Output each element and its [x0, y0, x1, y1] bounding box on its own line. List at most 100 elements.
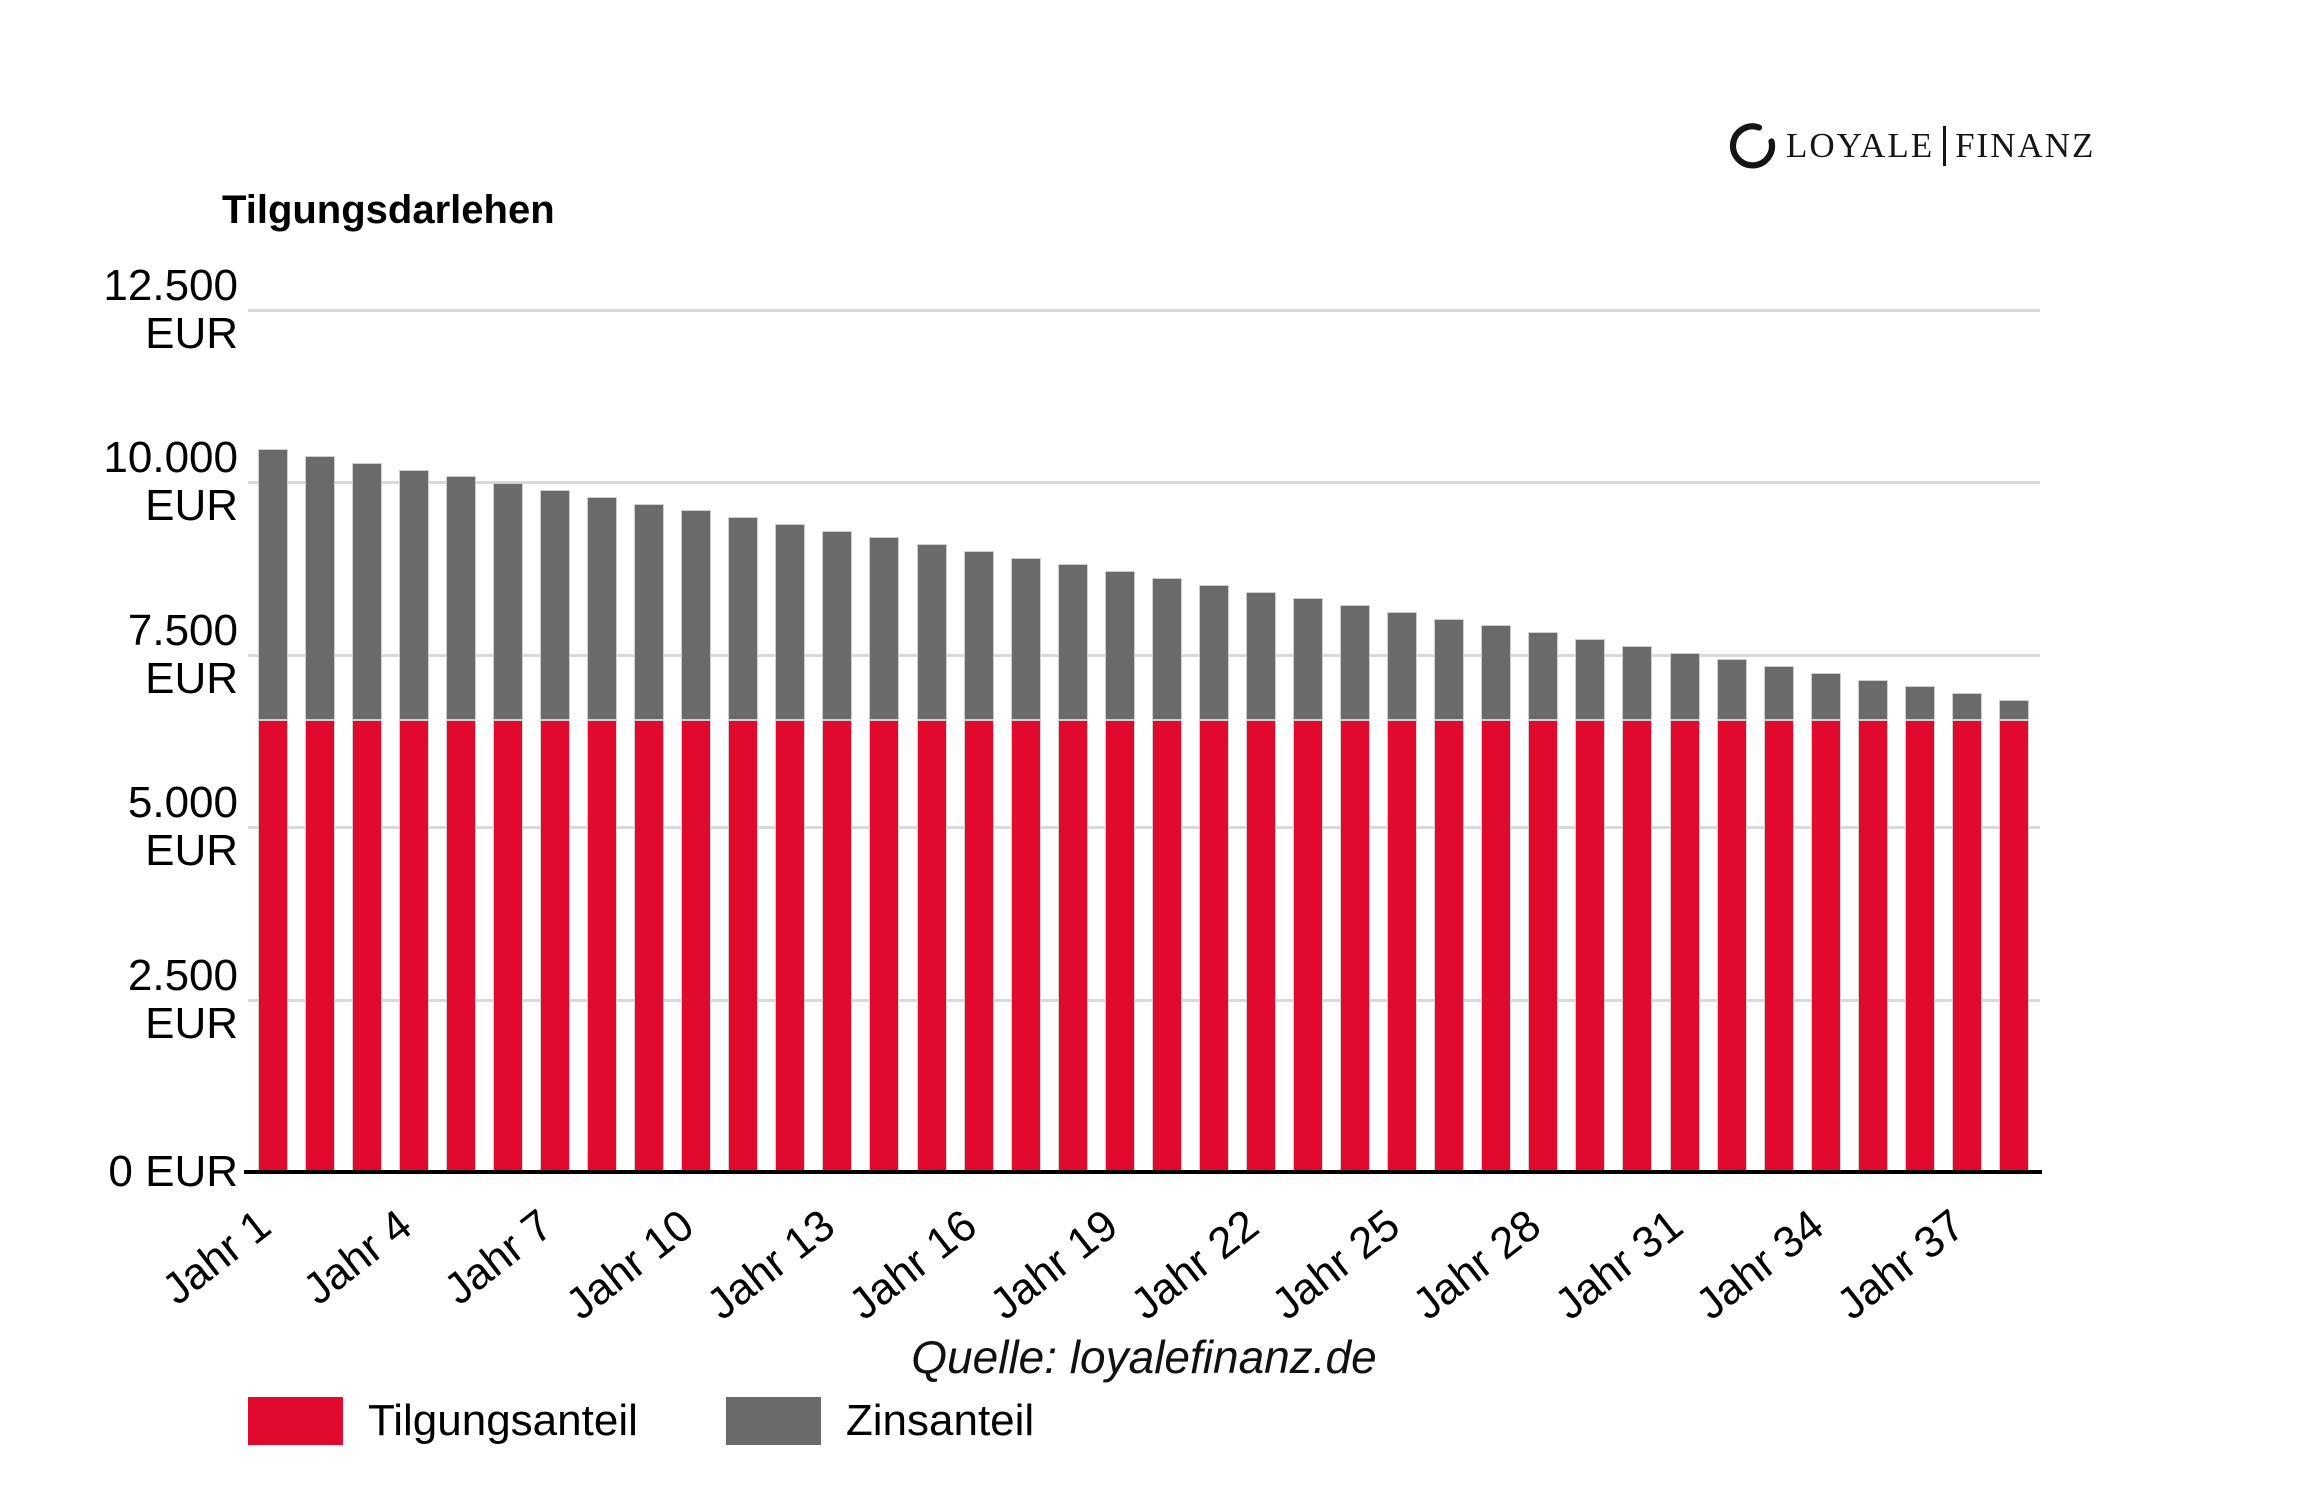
bar-tilgungsanteil-jahr-14 [869, 720, 900, 1172]
bar-zinsanteil-jahr-20 [1151, 578, 1182, 721]
bar-zinsanteil-jahr-18 [1057, 564, 1088, 721]
bar-tilgungsanteil-jahr-30 [1622, 720, 1653, 1172]
bar-tilgungsanteil-jahr-22 [1245, 720, 1276, 1172]
bar-zinsanteil-jahr-37 [1951, 693, 1982, 721]
bar-zinsanteil-jahr-23 [1293, 598, 1324, 721]
bar-zinsanteil-jahr-13 [822, 530, 853, 721]
bar-zinsanteil-jahr-33 [1763, 666, 1794, 721]
bar-tilgungsanteil-jahr-12 [775, 720, 806, 1172]
gridline-2500 [248, 998, 2040, 1002]
bar-zinsanteil-jahr-4 [398, 469, 429, 721]
bar-zinsanteil-jahr-27 [1481, 625, 1512, 721]
chart-title: Tilgungsdarlehen [222, 188, 555, 232]
bar-zinsanteil-jahr-9 [634, 503, 665, 721]
bar-zinsanteil-jahr-7 [540, 489, 571, 721]
bar-tilgungsanteil-jahr-8 [587, 720, 618, 1172]
bar-tilgungsanteil-jahr-10 [681, 720, 712, 1172]
bar-zinsanteil-jahr-1 [257, 449, 288, 721]
bar-zinsanteil-jahr-30 [1622, 645, 1653, 721]
bar-zinsanteil-jahr-5 [445, 476, 476, 721]
bar-tilgungsanteil-jahr-31 [1669, 720, 1700, 1172]
brand-name-right: FINANZ [1955, 126, 2096, 165]
bar-zinsanteil-jahr-16 [963, 550, 994, 721]
gridline-7500 [248, 653, 2040, 657]
bar-zinsanteil-jahr-34 [1810, 672, 1841, 721]
bar-tilgungsanteil-jahr-29 [1575, 720, 1606, 1172]
legend-label-tilgungsanteil: Tilgungsanteil [368, 1396, 638, 1445]
bar-tilgungsanteil-jahr-19 [1104, 720, 1135, 1172]
y-tick-7500: 7.500 EUR [127, 605, 238, 703]
bar-tilgungsanteil-jahr-28 [1528, 720, 1559, 1172]
bar-tilgungsanteil-jahr-3 [351, 720, 382, 1172]
gridline-10000 [248, 481, 2040, 485]
legend-label-zinsanteil: Zinsanteil [845, 1396, 1035, 1445]
bar-tilgungsanteil-jahr-16 [963, 720, 994, 1172]
bar-tilgungsanteil-jahr-26 [1434, 720, 1465, 1172]
x-axis-line [244, 1170, 2042, 1174]
bar-tilgungsanteil-jahr-13 [822, 720, 853, 1172]
bar-zinsanteil-jahr-6 [493, 483, 523, 721]
bar-zinsanteil-jahr-10 [681, 510, 712, 721]
bar-tilgungsanteil-jahr-5 [445, 720, 476, 1172]
bar-tilgungsanteil-jahr-1 [257, 720, 288, 1172]
brush-circle-icon [1729, 123, 1776, 169]
bar-tilgungsanteil-jahr-9 [634, 720, 665, 1172]
bar-tilgungsanteil-jahr-11 [728, 720, 759, 1172]
y-tick-10000: 10.000 EUR [103, 433, 238, 531]
bar-tilgungsanteil-jahr-4 [398, 720, 429, 1172]
bar-tilgungsanteil-jahr-32 [1716, 720, 1747, 1172]
bar-zinsanteil-jahr-11 [728, 517, 759, 721]
bar-tilgungsanteil-jahr-18 [1057, 720, 1088, 1172]
bar-tilgungsanteil-jahr-25 [1387, 720, 1418, 1172]
brand-name-left: LOYALE [1786, 126, 1935, 165]
bar-zinsanteil-jahr-25 [1387, 611, 1418, 721]
bar-zinsanteil-jahr-14 [869, 537, 900, 721]
brand-separator-bar [1943, 126, 1947, 166]
bar-tilgungsanteil-jahr-27 [1481, 720, 1512, 1172]
bar-tilgungsanteil-jahr-24 [1340, 720, 1371, 1172]
y-tick-2500: 2.500 EUR [127, 950, 238, 1048]
source-caption: Quelle: loyalefinanz.de [911, 1331, 1377, 1383]
x-axis-labels: Jahr 1 Jahr 4 Jahr 7 Jahr 10 Jahr 13 Jahr 16 J… [153, 1172, 2040, 1352]
bar-zinsanteil-jahr-12 [775, 523, 806, 721]
bar-zinsanteil-jahr-22 [1245, 591, 1276, 721]
bar-zinsanteil-jahr-15 [916, 544, 947, 721]
bar-tilgungsanteil-jahr-34 [1810, 720, 1841, 1172]
bar-tilgungsanteil-jahr-7 [540, 720, 571, 1172]
bar-zinsanteil-jahr-31 [1669, 652, 1700, 721]
legend-swatch-tilgungsanteil [248, 1397, 343, 1445]
bar-zinsanteil-jahr-26 [1434, 618, 1465, 721]
bar-tilgungsanteil-jahr-2 [304, 720, 335, 1172]
bar-tilgungsanteil-jahr-36 [1904, 720, 1935, 1172]
bar-tilgungsanteil-jahr-23 [1293, 720, 1324, 1172]
bar-zinsanteil-jahr-29 [1575, 639, 1606, 721]
bar-zinsanteil-jahr-28 [1528, 632, 1559, 721]
bar-tilgungsanteil-jahr-35 [1857, 720, 1888, 1172]
brand-wordmark: LOYALE FINANZ [1786, 126, 2095, 166]
bar-zinsanteil-jahr-19 [1104, 571, 1135, 721]
chart-legend: Tilgungsanteil Zinsanteil [248, 1396, 1034, 1446]
bar-tilgungsanteil-jahr-21 [1198, 720, 1229, 1172]
bar-zinsanteil-jahr-8 [587, 496, 618, 721]
bar-zinsanteil-jahr-38 [1998, 699, 2029, 721]
bar-tilgungsanteil-jahr-20 [1151, 720, 1182, 1172]
gridline-12500 [248, 309, 2040, 313]
bar-tilgungsanteil-jahr-37 [1951, 720, 1982, 1172]
y-tick-5000: 5.000 EUR [127, 778, 238, 876]
bar-tilgungsanteil-jahr-17 [1010, 720, 1041, 1172]
bar-tilgungsanteil-jahr-15 [916, 720, 947, 1172]
bar-zinsanteil-jahr-24 [1340, 605, 1371, 721]
gridline-5000 [248, 826, 2040, 830]
brand-logo: LOYALE FINANZ [1728, 122, 2095, 170]
plot-area [244, 309, 2042, 1174]
legend-swatch-zinsanteil [725, 1397, 821, 1445]
bar-tilgungsanteil-jahr-6 [493, 720, 523, 1172]
bar-zinsanteil-jahr-35 [1857, 679, 1888, 721]
bar-zinsanteil-jahr-17 [1010, 557, 1041, 721]
bar-tilgungsanteil-jahr-33 [1763, 720, 1794, 1172]
y-axis-labels: 12.500 EUR 10.000 EUR 7.500 EUR 5.000 EUR 2.… [0, 262, 238, 1210]
bar-tilgungsanteil-jahr-38 [1998, 720, 2029, 1172]
bar-zinsanteil-jahr-3 [351, 462, 382, 721]
bar-zinsanteil-jahr-21 [1198, 584, 1229, 721]
bar-zinsanteil-jahr-36 [1904, 686, 1935, 721]
